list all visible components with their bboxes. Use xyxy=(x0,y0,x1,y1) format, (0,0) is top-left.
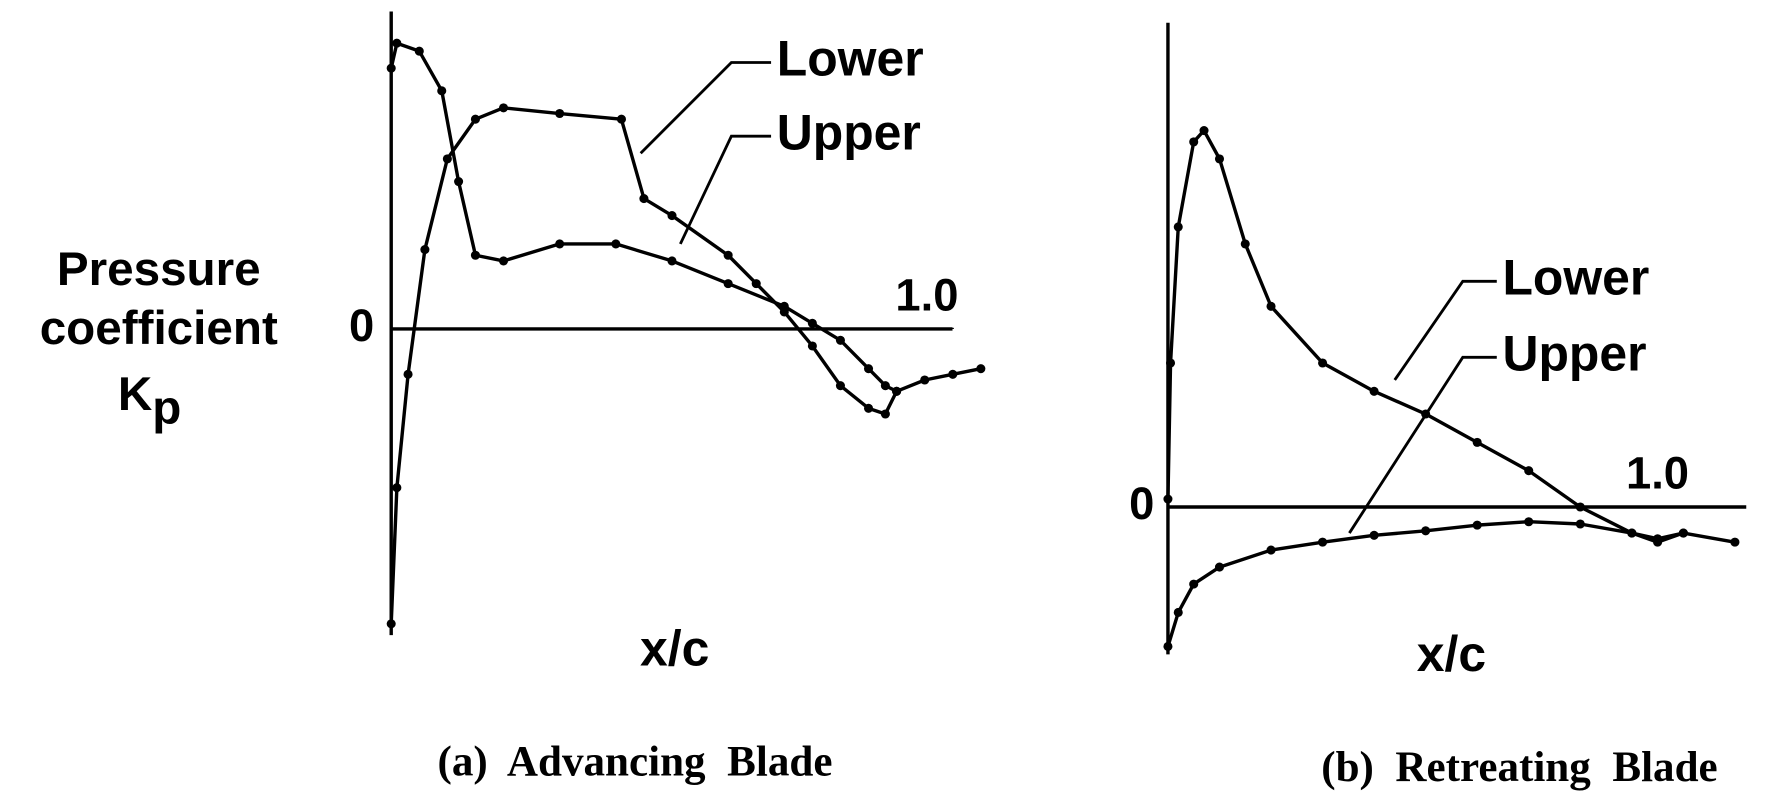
data-point xyxy=(414,46,424,56)
caption: (a) Advancing Blade xyxy=(438,738,833,785)
data-point xyxy=(667,256,677,266)
data-point xyxy=(616,114,626,124)
data-point xyxy=(892,386,902,396)
data-point xyxy=(779,301,789,311)
data-point xyxy=(386,619,396,629)
series-line xyxy=(1166,520,1684,647)
subscript: p xyxy=(152,381,181,434)
data-point xyxy=(1653,537,1663,547)
data-point xyxy=(442,154,452,164)
data-point xyxy=(667,211,677,221)
series-line xyxy=(389,106,982,624)
series-label: Lower xyxy=(1502,250,1649,306)
data-point xyxy=(555,239,565,249)
x-tick-label: 1.0 xyxy=(1626,447,1689,498)
data-point xyxy=(880,381,890,391)
data-point xyxy=(976,364,986,374)
data-point xyxy=(1369,530,1379,540)
data-point xyxy=(555,108,565,119)
series-label: Lower xyxy=(777,31,924,87)
data-point xyxy=(454,177,464,187)
data-point xyxy=(1173,222,1183,232)
data-point xyxy=(948,369,958,379)
series-label: Upper xyxy=(777,104,921,160)
data-point xyxy=(1524,517,1534,527)
x-axis-label: x/c xyxy=(640,620,709,676)
y-axis-label: Pressure xyxy=(57,243,261,296)
data-point xyxy=(723,279,733,289)
data-point xyxy=(863,364,874,374)
data-point xyxy=(1421,526,1431,536)
data-point xyxy=(863,403,874,413)
data-point xyxy=(392,483,402,493)
data-point xyxy=(1730,537,1740,547)
data-point xyxy=(1189,579,1199,589)
data-point xyxy=(1369,386,1379,396)
data-point xyxy=(1199,125,1209,136)
data-point xyxy=(639,194,649,204)
y-axis-symbol: Kp xyxy=(118,368,181,435)
data-point xyxy=(751,279,761,289)
data-point xyxy=(1266,301,1276,311)
data-point xyxy=(470,250,480,260)
chart: 0 1.0 Lower Upper x/c (a) Advancing Blade Pres… xyxy=(40,11,986,785)
data-point xyxy=(386,63,396,73)
data-point xyxy=(1266,545,1276,555)
data-point xyxy=(920,375,930,385)
data-point xyxy=(611,239,621,249)
data-point xyxy=(1678,528,1688,538)
data-point xyxy=(403,369,413,379)
data-point xyxy=(880,409,890,419)
data-point xyxy=(392,38,402,48)
series-label: Upper xyxy=(1502,325,1646,381)
data-point xyxy=(470,114,480,124)
data-point xyxy=(1575,502,1585,512)
x-tick-label: 1.0 xyxy=(895,269,958,320)
chart: 0 1.0 Lower Upper x/c (b) Retreating Blade xyxy=(1129,22,1747,791)
data-point xyxy=(835,381,845,391)
data-point xyxy=(420,245,430,255)
leader-line xyxy=(679,134,772,245)
data-point xyxy=(1163,494,1173,504)
leader-line xyxy=(1348,355,1497,534)
data-point xyxy=(1173,607,1183,617)
data-point xyxy=(1318,537,1328,547)
data-point xyxy=(723,250,733,260)
data-point xyxy=(1318,358,1328,368)
data-point xyxy=(1524,466,1534,476)
data-point xyxy=(1627,528,1637,538)
caption: (b) Retreating Blade xyxy=(1321,744,1717,791)
data-point xyxy=(1240,239,1250,249)
data-point xyxy=(1214,154,1225,164)
data-point xyxy=(1575,519,1585,529)
x-axis-label: x/c xyxy=(1417,626,1486,682)
data-point xyxy=(1214,562,1225,572)
leader-line xyxy=(1393,279,1497,381)
symbol: K xyxy=(118,368,152,421)
y-axis-label: coefficient xyxy=(40,302,278,355)
data-point xyxy=(498,103,509,113)
series-line xyxy=(389,41,898,393)
leader-line xyxy=(639,61,772,155)
y-tick-label: 0 xyxy=(1129,478,1154,529)
y-tick-label: 0 xyxy=(349,300,374,351)
data-point xyxy=(498,256,509,266)
data-point xyxy=(1165,358,1176,368)
data-point xyxy=(437,86,447,96)
data-point xyxy=(1472,437,1482,447)
data-point xyxy=(835,335,845,345)
data-point xyxy=(807,341,817,351)
data-point xyxy=(1472,520,1482,530)
data-point xyxy=(1189,137,1199,147)
data-point xyxy=(807,318,817,328)
data-point xyxy=(1163,641,1173,651)
